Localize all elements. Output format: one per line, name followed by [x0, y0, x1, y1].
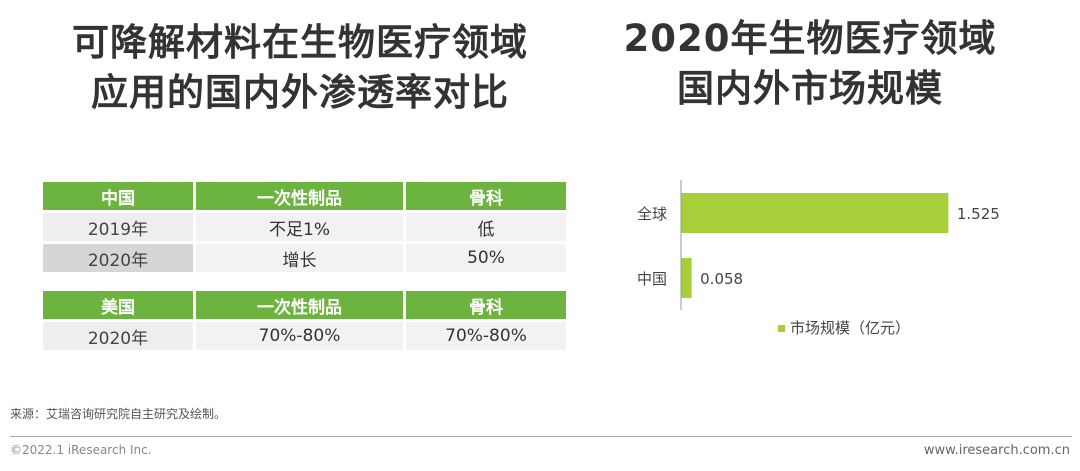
table-row: 2019年 不足1% 低 — [43, 213, 566, 241]
header-disposable: 一次性制品 — [196, 291, 403, 319]
right-title-line2: 国内外市场规模 — [677, 67, 943, 110]
source-note: 来源：艾瑞咨询研究院自主研究及绘制。 — [10, 407, 227, 421]
year-cell: 2019年 — [43, 213, 193, 241]
table-header-row: 美国 一次性制品 骨科 — [43, 291, 566, 319]
data-label: 1.525 — [957, 205, 1000, 223]
usa-penetration-table: 美国 一次性制品 骨科 2020年 70%-80% 70%-80% — [40, 288, 569, 353]
header-orthopedic: 骨科 — [406, 291, 566, 319]
legend-swatch — [778, 325, 785, 332]
china-penetration-table: 中国 一次性制品 骨科 2019年 不足1% 低 2020年 增长 50% — [40, 179, 569, 275]
table-row: 2020年 70%-80% 70%-80% — [43, 322, 566, 350]
bar — [681, 258, 692, 298]
market-size-bar-chart: 全球 1.525 中国 0.058 市场规模（亿元） — [637, 180, 1000, 337]
left-title-line1: 可降解材料在生物医疗领域 — [72, 21, 528, 64]
bar — [681, 193, 949, 233]
left-title-line2: 应用的国内外渗透率对比 — [91, 71, 509, 114]
footer-divider — [10, 436, 1072, 437]
website-url: www.iresearch.com.cn — [923, 443, 1070, 458]
right-title-line1: 2020年生物医疗领域 — [623, 17, 997, 60]
disposable-value: 70%-80% — [196, 322, 403, 350]
disposable-value: 增长 — [196, 244, 403, 272]
header-country-china: 中国 — [43, 182, 193, 210]
disposable-value: 不足1% — [196, 213, 403, 241]
table-row: 2020年 增长 50% — [43, 244, 566, 272]
category-label: 全球 — [637, 205, 667, 223]
right-title: 2020年生物医疗领域 国内外市场规模 — [600, 14, 1020, 114]
left-title: 可降解材料在生物医疗领域 应用的国内外渗透率对比 — [40, 18, 560, 118]
header-disposable: 一次性制品 — [196, 182, 403, 210]
category-label: 中国 — [637, 270, 667, 288]
data-label: 0.058 — [700, 270, 743, 288]
header-orthopedic: 骨科 — [406, 182, 566, 210]
legend-label: 市场规模（亿元） — [790, 319, 910, 337]
orthopedic-value: 低 — [406, 213, 566, 241]
orthopedic-value: 50% — [406, 244, 566, 272]
year-cell: 2020年 — [43, 322, 193, 350]
year-cell: 2020年 — [43, 244, 193, 272]
copyright: ©2022.1 iResearch Inc. — [10, 443, 152, 457]
table-header-row: 中国 一次性制品 骨科 — [43, 182, 566, 210]
orthopedic-value: 70%-80% — [406, 322, 566, 350]
header-country-usa: 美国 — [43, 291, 193, 319]
